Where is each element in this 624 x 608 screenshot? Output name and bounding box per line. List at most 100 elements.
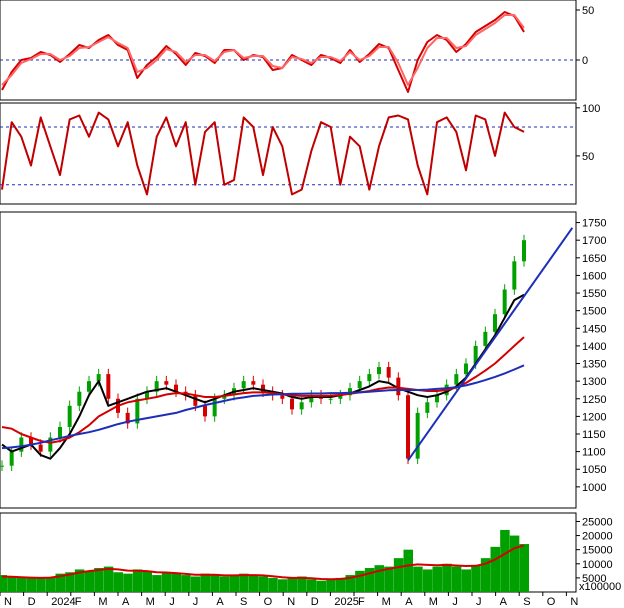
panel-frame [0, 102, 577, 205]
candle-body [241, 381, 246, 389]
y-tick-label: 50 [582, 151, 594, 163]
x-tick-label: F [75, 596, 82, 608]
y-tick-label: 1400 [582, 341, 606, 353]
x-axis: N D 2024 F M A M J J A S O N D 2025 F M A M J J A S O N [0, 592, 578, 608]
x-tick-label: J [193, 596, 199, 608]
candle-body [222, 395, 227, 399]
y-tick-label: 1200 [582, 411, 606, 423]
candle-body [135, 398, 140, 424]
trendline [407, 227, 574, 462]
y-tick-label: 1550 [582, 288, 606, 300]
x-tick-label: M [146, 596, 155, 608]
candle-body [406, 395, 410, 459]
series-line [1, 11, 525, 93]
volume-bar [152, 575, 162, 592]
volume-bar [384, 566, 394, 592]
volume-bar [432, 566, 442, 592]
volume-bar [277, 579, 288, 592]
x-tick-label: N [4, 596, 12, 608]
volume-bar [422, 569, 433, 592]
panel-frame [0, 0, 577, 101]
candle-body [125, 412, 130, 424]
x-tick-label: N [287, 596, 295, 608]
y-tick-label: 1150 [582, 429, 606, 441]
volume-bar [509, 535, 520, 592]
volume-bar [471, 565, 481, 592]
y-tick-label: 1700 [582, 235, 606, 247]
candle-body [396, 377, 401, 396]
candle-body [67, 405, 72, 427]
volume-bar [7, 576, 17, 592]
candle-body [96, 374, 101, 382]
volume-bar [258, 576, 268, 592]
volume-bar [171, 573, 181, 592]
y-tick-label: 1750 [582, 218, 606, 230]
y-tick-label: 10000 [582, 559, 613, 571]
volume-bar [45, 577, 56, 592]
volume-bar [316, 580, 326, 592]
volume-bar [210, 575, 220, 592]
y-tick-label: 100 [582, 103, 600, 115]
volume-bar [461, 569, 471, 592]
momentum-panel: 50 0 [0, 0, 594, 101]
candle-body [512, 261, 517, 290]
x-tick-label: N [570, 596, 578, 608]
candle-body [154, 381, 159, 392]
candle-body [0, 465, 4, 467]
y-tick-label: 1600 [582, 270, 606, 282]
volume-bar [248, 575, 259, 592]
y-tick-label: 20000 [582, 531, 613, 543]
volume-average-line [1, 544, 525, 581]
candle-body [386, 367, 391, 378]
x-tick-label: M [429, 596, 438, 608]
candle-body [251, 381, 256, 385]
volume-bar [442, 563, 452, 592]
candle-body [106, 374, 111, 399]
x-tick-label: S [240, 596, 247, 608]
x-tick-label: F [358, 596, 365, 608]
x-tick-label: A [216, 596, 224, 608]
candle-body [464, 363, 468, 375]
candle-body [425, 402, 430, 413]
volume-bar [132, 569, 143, 592]
volume-bar [345, 575, 355, 592]
volume-bar [374, 565, 384, 592]
series-line [1, 14, 525, 86]
x-tick-label: O [264, 596, 273, 608]
candle-body [145, 391, 149, 399]
volume-bar [364, 568, 375, 592]
volume-bar [287, 577, 297, 592]
series-line [1, 364, 525, 450]
candle-body [9, 451, 14, 466]
candle-body [19, 437, 24, 452]
candle-body [377, 367, 381, 375]
volume-bar [0, 575, 7, 592]
volume-bar [84, 570, 94, 592]
x-tick-label: M [98, 596, 107, 608]
volume-bar [113, 572, 123, 592]
volume-bar [355, 570, 365, 592]
y-tick-label: 5000 [582, 573, 606, 585]
y-tick-label: 0 [582, 55, 588, 67]
candle-body [77, 391, 82, 406]
volume-bar [229, 575, 239, 592]
x-tick-label: J [476, 596, 482, 608]
volume-bar [297, 576, 307, 592]
candle-body [348, 388, 352, 396]
x-tick-label: S [523, 596, 530, 608]
candle-body [367, 374, 372, 382]
candle-body [290, 398, 294, 410]
volume-bar [403, 549, 413, 592]
x-tick-label: J [452, 596, 458, 608]
candle-body [473, 345, 478, 364]
candle-body [299, 402, 304, 410]
candle-body [87, 381, 91, 392]
volume-bar [142, 570, 152, 592]
x-tick-label: M [382, 596, 391, 608]
y-tick-label: 1050 [582, 464, 606, 476]
volume-bar [123, 573, 133, 592]
candle-body [280, 395, 285, 399]
candle-body [454, 374, 459, 385]
y-tick-label: 1650 [582, 253, 606, 265]
candle-body [357, 381, 362, 389]
